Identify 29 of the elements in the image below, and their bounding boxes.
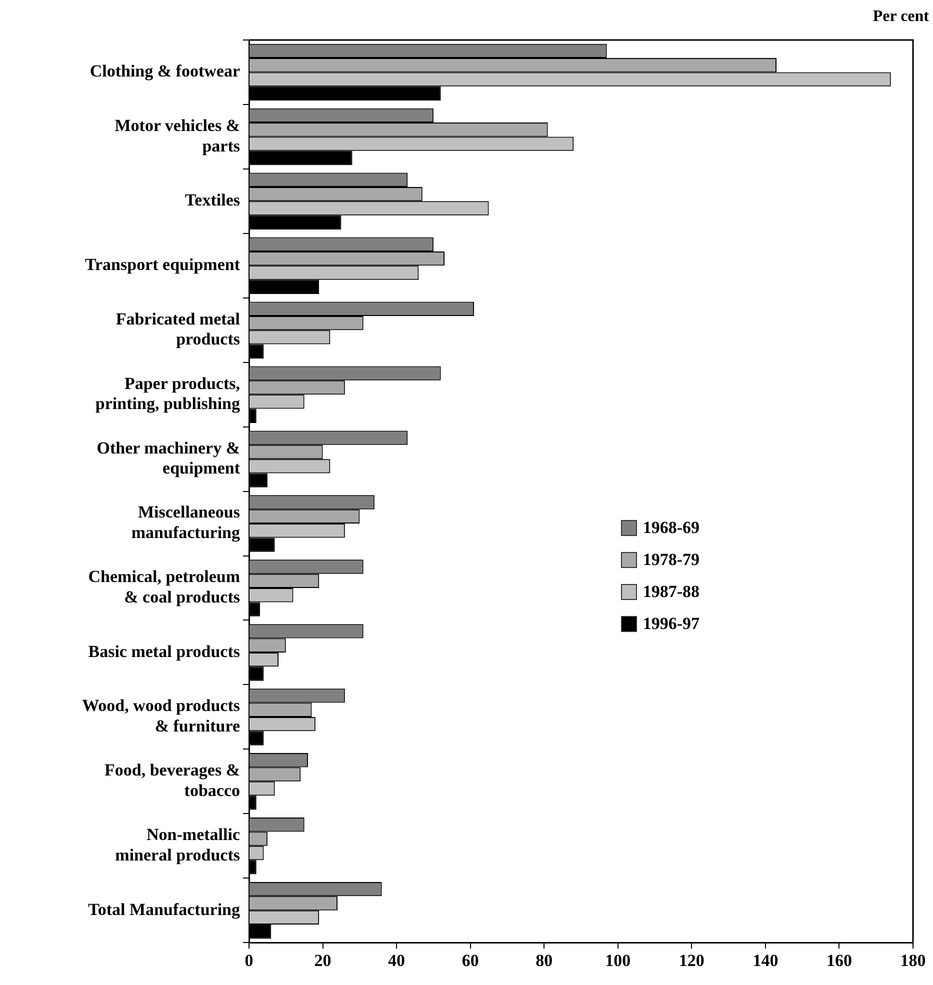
legend-label: 1996-97 [642,614,700,634]
y-tick-label: Motor vehicles & parts [114,116,240,156]
y-tick-label: Paper products, printing, publishing [95,374,240,414]
y-tick-label: Miscellaneous manufacturing [131,502,240,542]
y-tick-label: Textiles [184,190,240,210]
x-tick-label: 180 [900,951,926,970]
x-tick-label: 120 [678,951,704,970]
y-tick-label: Fabricated metal products [116,309,240,349]
x-tick-label: 0 [244,951,254,970]
legend-label: 1968-69 [642,518,700,538]
x-tick-label: 140 [752,951,778,970]
legend-label: 1978-79 [642,550,700,570]
y-tick-label: Basic metal products [88,642,240,661]
x-axis-title: Per cent [872,8,929,26]
legend-label: 1987-88 [642,582,700,602]
y-tick-label: Clothing & footwear [90,62,240,81]
y-tick-label: Total Manufacturing [88,900,240,919]
y-tick-label: Wood, wood products & furniture [82,696,240,736]
x-tick-label: 40 [388,951,406,970]
y-tick-label: Food, beverages & tobacco [104,760,240,800]
x-tick-label: 80 [536,951,553,970]
y-tick-label: Transport equipment [84,255,240,274]
x-tick-label: 60 [462,951,479,970]
x-tick-label: 20 [314,951,332,970]
x-tick-label: 100 [605,951,631,970]
y-tick-label: Other machinery & equipment [96,438,240,478]
x-tick-label: 160 [826,951,852,970]
y-tick-label: Non-metallic mineral products [115,825,240,864]
y-tick-label: Chemical, petroleum & coal products [88,567,240,607]
